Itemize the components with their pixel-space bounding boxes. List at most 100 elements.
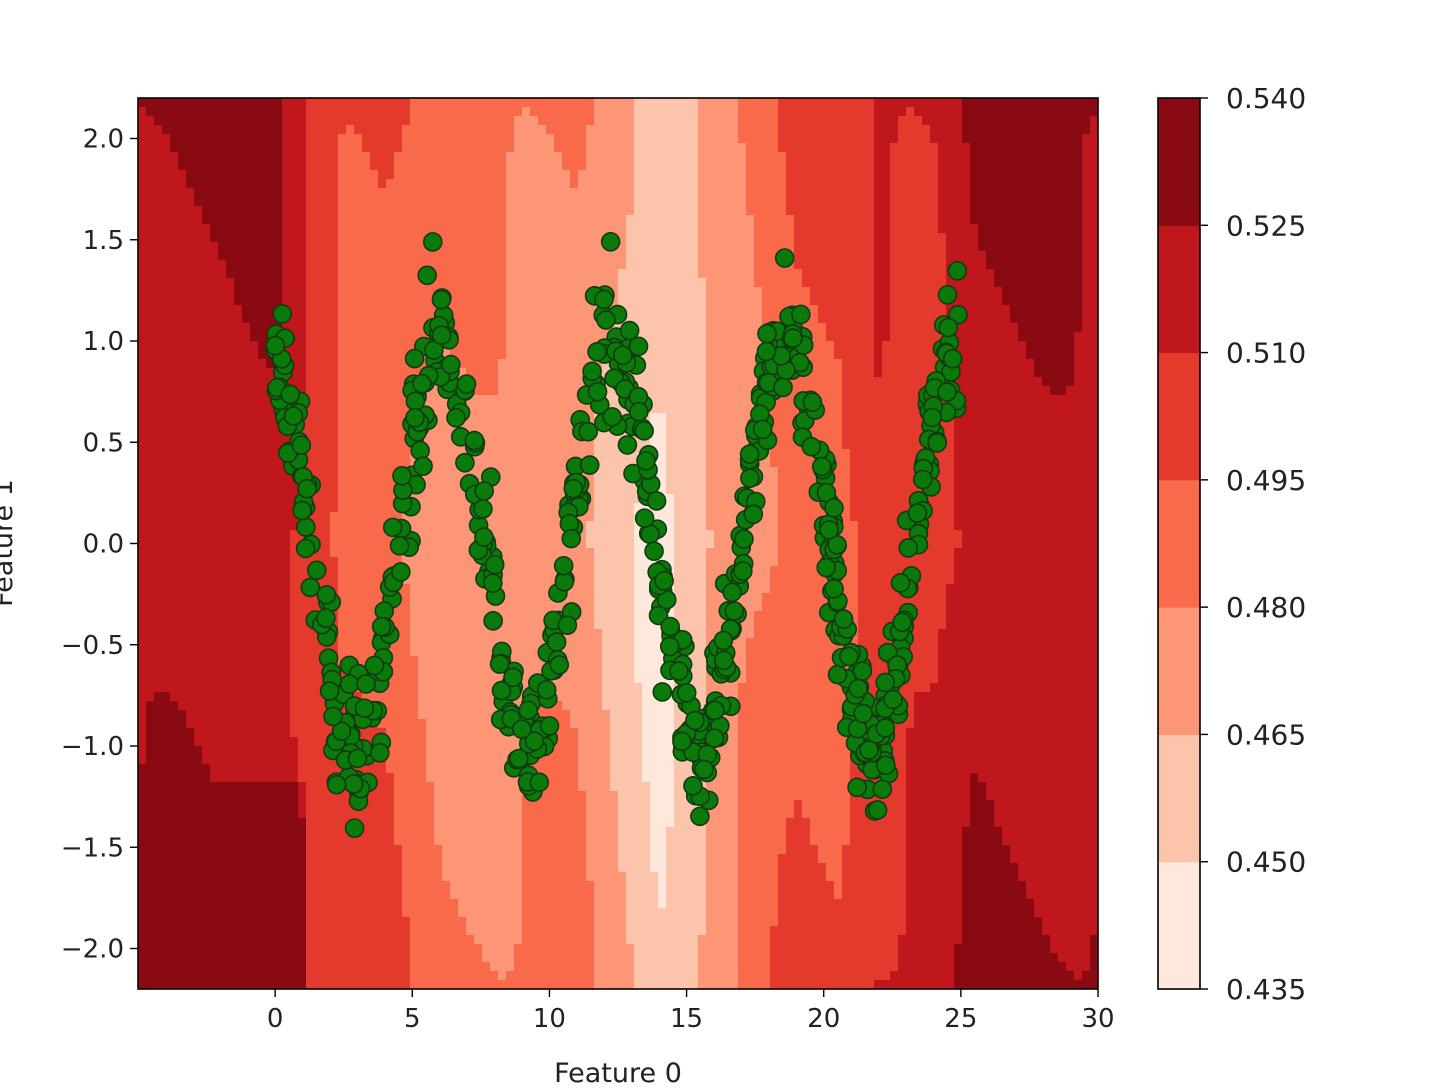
contour-cell [170, 404, 179, 414]
contour-cell [202, 125, 211, 135]
contour-cell [154, 809, 163, 819]
contour-cell [290, 728, 299, 738]
contour-cell [162, 197, 171, 207]
contour-cell [386, 467, 395, 477]
contour-cell [394, 296, 403, 306]
contour-cell [202, 368, 211, 378]
contour-cell [410, 188, 419, 198]
contour-cell [466, 917, 475, 927]
contour-cell [290, 629, 299, 639]
contour-cell [226, 233, 235, 243]
contour-cell [514, 341, 523, 351]
contour-cell [178, 260, 187, 270]
contour-cell [298, 197, 307, 207]
contour-cell [250, 296, 259, 306]
contour-cell [298, 719, 307, 729]
contour-cell [330, 422, 339, 432]
contour-cell [466, 953, 475, 963]
contour-cell [442, 503, 451, 513]
contour-cell [266, 440, 275, 450]
contour-cell [146, 764, 155, 774]
contour-cell [402, 197, 411, 207]
contour-cell [346, 107, 355, 117]
contour-cell [138, 305, 147, 315]
contour-cell [162, 359, 171, 369]
contour-cell [258, 719, 267, 729]
contour-cell [346, 476, 355, 486]
contour-cell [330, 305, 339, 315]
contour-cell [354, 917, 363, 927]
contour-cell [258, 224, 267, 234]
contour-cell [466, 926, 475, 936]
contour-cell [290, 305, 299, 315]
contour-cell [442, 899, 451, 909]
contour-cell [162, 557, 171, 567]
contour-cell [530, 467, 539, 477]
contour-cell [434, 116, 443, 126]
contour-cell [346, 224, 355, 234]
contour-cell [218, 368, 227, 378]
contour-cell [154, 917, 163, 927]
contour-cell [266, 593, 275, 603]
contour-cell [490, 890, 499, 900]
contour-cell [178, 773, 187, 783]
contour-cell [370, 134, 379, 144]
contour-cell [202, 620, 211, 630]
contour-cell [482, 890, 491, 900]
contour-cell [194, 476, 203, 486]
contour-cell [218, 683, 227, 693]
contour-cell [178, 656, 187, 666]
contour-cell [418, 107, 427, 117]
contour-cell [402, 620, 411, 630]
contour-cell [522, 161, 531, 171]
contour-cell [290, 350, 299, 360]
contour-cell [394, 323, 403, 333]
contour-cell [202, 188, 211, 198]
contour-cell [506, 350, 515, 360]
contour-cell [330, 818, 339, 828]
contour-cell [146, 809, 155, 819]
contour-cell [266, 503, 275, 513]
contour-cell [266, 422, 275, 432]
contour-cell [218, 98, 227, 108]
contour-cell [138, 980, 147, 989]
contour-cell [266, 557, 275, 567]
contour-cell [186, 620, 195, 630]
contour-cell [306, 161, 315, 171]
contour-cell [450, 620, 459, 630]
contour-cell [186, 746, 195, 756]
contour-cell [178, 629, 187, 639]
contour-cell [362, 485, 371, 495]
contour-cell [506, 422, 515, 432]
contour-cell [498, 935, 507, 945]
contour-cell [514, 233, 523, 243]
contour-cell [202, 197, 211, 207]
contour-cell [138, 485, 147, 495]
contour-cell [322, 233, 331, 243]
contour-cell [258, 269, 267, 279]
contour-cell [498, 170, 507, 180]
contour-cell [202, 269, 211, 279]
contour-cell [402, 125, 411, 135]
contour-cell [386, 908, 395, 918]
contour-cell [394, 791, 403, 801]
contour-cell [146, 926, 155, 936]
contour-cell [506, 197, 515, 207]
contour-cell [362, 458, 371, 468]
contour-cell [306, 890, 315, 900]
contour-cell [330, 179, 339, 189]
contour-cell [522, 359, 531, 369]
contour-cell [314, 836, 323, 846]
contour-cell [194, 512, 203, 522]
contour-cell [178, 602, 187, 612]
contour-cell [162, 647, 171, 657]
contour-cell [266, 539, 275, 549]
contour-cell [306, 881, 315, 891]
contour-cell [370, 98, 379, 108]
contour-cell [170, 971, 179, 981]
contour-cell [226, 575, 235, 585]
contour-cell [170, 575, 179, 585]
contour-cell [538, 458, 547, 468]
contour-cell [434, 530, 443, 540]
